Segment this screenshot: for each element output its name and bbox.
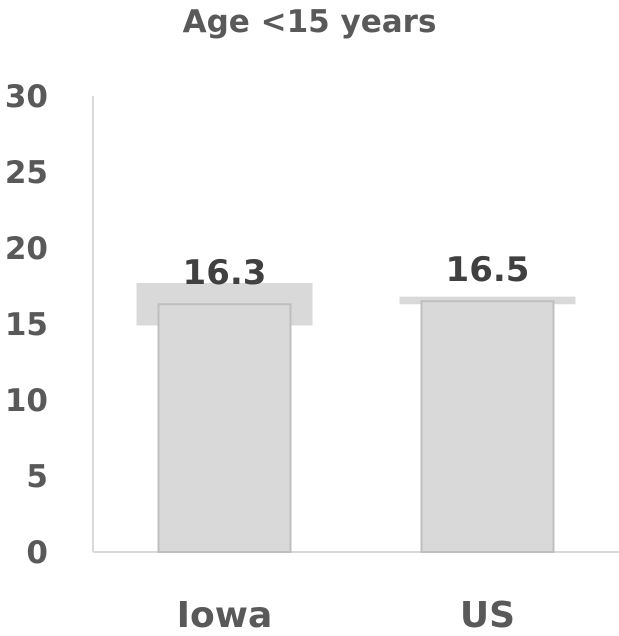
y-tick-label: 10 xyxy=(5,383,48,419)
chart-title: Age <15 years xyxy=(182,4,437,40)
y-tick-label: 30 xyxy=(5,79,48,115)
x-axis-categories: Iowa US xyxy=(177,595,515,636)
y-tick-label: 20 xyxy=(5,231,48,267)
data-label-us: 16.5 xyxy=(446,250,530,290)
bars xyxy=(157,300,555,554)
bar-iowa xyxy=(157,303,292,553)
data-labels: 16.3 16.5 xyxy=(183,250,530,293)
category-label-iowa: Iowa xyxy=(177,595,273,636)
category-label-us: US xyxy=(460,595,515,636)
y-tick-label: 0 xyxy=(26,535,48,571)
y-tick-label: 15 xyxy=(5,307,48,343)
data-label-iowa: 16.3 xyxy=(183,253,267,293)
y-tick-label: 25 xyxy=(5,155,48,191)
y-axis-ticks: 0 5 10 15 20 25 30 xyxy=(5,79,48,571)
bar-us xyxy=(420,300,555,554)
y-tick-label: 5 xyxy=(26,459,48,495)
